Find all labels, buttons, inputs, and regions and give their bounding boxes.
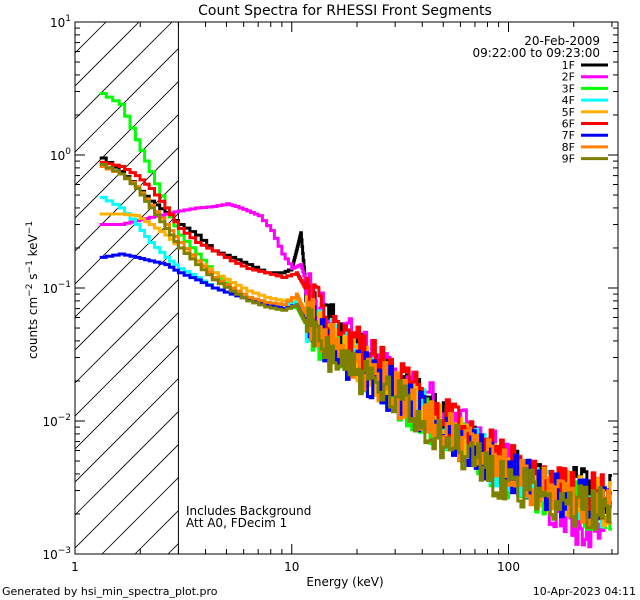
- y-tick-label: 101: [50, 14, 71, 30]
- legend-label-1F: 1F: [562, 59, 575, 72]
- y-tick-label: 10−1: [42, 280, 71, 296]
- generated-by-label: Generated by hsi_min_spectra_plot.pro: [2, 585, 218, 598]
- legend-label-3F: 3F: [562, 82, 575, 95]
- series-line-9F: [99, 162, 612, 531]
- x-tick-label: 1: [71, 560, 79, 574]
- legend-label-2F: 2F: [562, 71, 575, 84]
- series-group: [99, 92, 612, 549]
- attenuator-note: Att A0, FDecim 1: [186, 516, 287, 530]
- timestamp-label: 10-Apr-2023 04:11: [533, 585, 636, 598]
- hatch-line: [75, 22, 173, 120]
- hatch-line: [234, 0, 640, 554]
- hatch-line: [75, 246, 179, 351]
- hatched-region: [75, 0, 640, 554]
- axis-tick-labels: 1 10 100 101 100 10−1 10−2 10−3: [42, 14, 520, 574]
- hatch-line: [75, 378, 179, 483]
- chart-title: Count Spectra for RHESSI Front Segments: [198, 3, 492, 19]
- hatch-line: [75, 213, 179, 318]
- x-tick-label: 100: [497, 560, 520, 574]
- legend-label-8F: 8F: [562, 141, 575, 154]
- legend-label-9F: 9F: [562, 153, 575, 166]
- hatch-line: [75, 22, 107, 54]
- hatch-line: [75, 444, 179, 549]
- x-axis-label: Energy (keV): [306, 575, 383, 589]
- hatch-line: [75, 180, 179, 285]
- background-note: Includes Background: [186, 504, 311, 518]
- legend-label-7F: 7F: [562, 129, 575, 142]
- legend-label-4F: 4F: [562, 94, 575, 107]
- hatch-line: [75, 279, 179, 384]
- y-tick-label: 10−2: [42, 413, 71, 429]
- hatch-line: [75, 114, 179, 219]
- y-tick-label: 100: [50, 147, 71, 163]
- axis-ticks: [74, 21, 618, 555]
- y-tick-label: 10−3: [42, 546, 71, 562]
- hatch-line: [75, 48, 179, 153]
- hatch-line: [75, 81, 179, 186]
- legend-label-5F: 5F: [562, 106, 575, 119]
- hatch-line: [75, 345, 179, 450]
- hatch-line: [75, 411, 179, 516]
- date-label: 20-Feb-2009: [524, 34, 600, 48]
- legend-label-6F: 6F: [562, 118, 575, 131]
- series-line-8F: [99, 165, 612, 528]
- y-axis-label: counts cm−2 s−1 keV−1: [25, 221, 40, 359]
- time-range-label: 09:22:00 to 09:23:00: [473, 46, 600, 60]
- x-tick-label: 10: [284, 560, 299, 574]
